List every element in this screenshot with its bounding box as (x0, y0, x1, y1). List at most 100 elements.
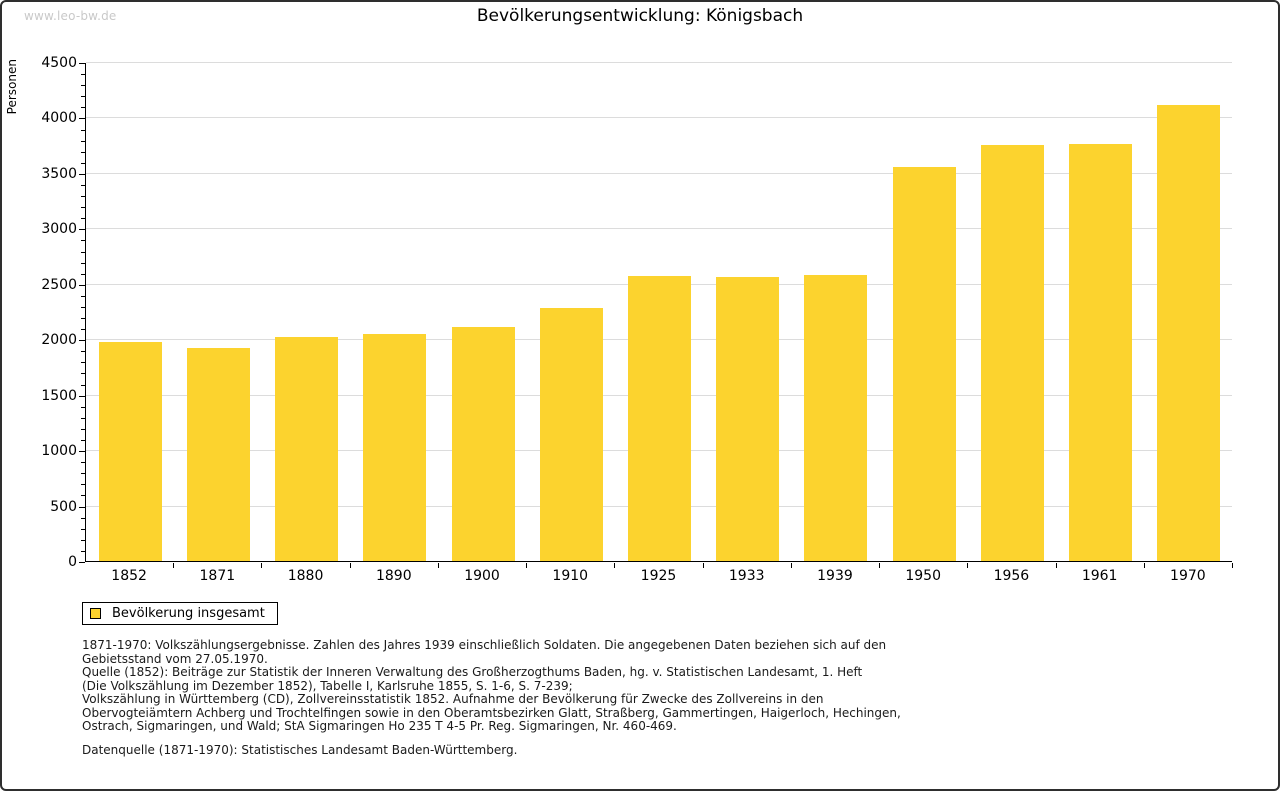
x-tick-label-1933: 1933 (728, 568, 765, 584)
x-boundary-tick (1143, 563, 1145, 568)
y-major-tick (79, 63, 85, 64)
x-boundary-tick (349, 563, 351, 568)
y-minor-tick (81, 362, 85, 364)
gridline-y-4500 (86, 62, 1232, 63)
gridline-y-4000 (86, 117, 1232, 119)
y-minor-tick (81, 196, 85, 198)
bar-1900 (451, 327, 515, 561)
note-line: 1871-1970: Volkszählungsergebnisse. Zahl… (82, 638, 887, 652)
x-boundary-tick (790, 563, 792, 568)
bar-1890 (363, 334, 427, 561)
x-boundary-tick (967, 563, 969, 568)
x-tick-label-1852: 1852 (111, 568, 147, 584)
y-minor-tick (81, 140, 85, 142)
bar-1933 (716, 277, 780, 561)
y-minor-tick (81, 96, 85, 98)
y-minor-tick (81, 473, 85, 475)
y-minor-tick (81, 495, 85, 497)
x-boundary-tick (1232, 563, 1233, 568)
x-boundary-tick (437, 563, 439, 568)
y-minor-tick (81, 539, 85, 541)
y-minor-tick (81, 406, 85, 408)
y-minor-tick (81, 517, 85, 519)
y-minor-tick (81, 384, 85, 386)
legend-label: Bevölkerung insgesamt (112, 606, 265, 621)
y-minor-tick (81, 251, 85, 253)
y-minor-tick (81, 329, 85, 331)
note-line: Volkszählung in Württemberg (CD), Zollve… (82, 692, 824, 706)
plot-area (85, 62, 1232, 562)
y-minor-tick (81, 528, 85, 530)
y-major-tick (79, 229, 85, 231)
chart-title: Bevölkerungsentwicklung: Königsbach (476, 6, 804, 26)
y-axis-title: Personen (5, 59, 19, 115)
y-minor-tick (81, 484, 85, 486)
bar-1961 (1069, 143, 1133, 561)
gridline-y-3000 (86, 228, 1232, 230)
x-tick-label-1956: 1956 (993, 568, 1030, 584)
y-minor-tick (81, 306, 85, 308)
bar-1939 (804, 274, 868, 561)
y-tick-label-500: 500 (50, 498, 77, 515)
watermark-url: www.leo-bw.de (24, 9, 117, 23)
note-line: (Die Volkszählung im Dezember 1852), Tab… (82, 678, 573, 693)
x-boundary-tick (702, 563, 704, 568)
y-minor-tick (81, 240, 85, 242)
note-line: Gebietsstand vom 27.05.1970. (82, 651, 268, 666)
y-minor-tick (81, 262, 85, 264)
y-minor-tick (81, 162, 85, 164)
y-minor-tick (81, 318, 85, 320)
y-minor-tick (81, 85, 85, 87)
y-tick-label-4500: 4500 (41, 55, 77, 71)
x-boundary-tick (173, 563, 175, 568)
y-major-tick (79, 395, 85, 397)
y-minor-tick (81, 428, 85, 430)
bar-1925 (628, 276, 691, 561)
bar-1871 (186, 348, 250, 561)
x-boundary-tick (614, 563, 616, 568)
bar-1910 (539, 307, 603, 561)
y-minor-tick (81, 107, 85, 109)
gridline-y-3500 (86, 172, 1232, 174)
y-minor-tick (81, 184, 85, 186)
bar-1956 (980, 145, 1044, 561)
x-tick-label-1910: 1910 (552, 568, 589, 584)
bar-1852 (98, 342, 162, 561)
y-tick-label-1000: 1000 (41, 443, 77, 460)
y-tick-label-2500: 2500 (41, 276, 77, 293)
y-minor-tick (81, 273, 85, 275)
datasource-line: Datenquelle (1871-1970): Statistisches L… (82, 743, 518, 757)
y-major-tick (79, 284, 85, 286)
y-major-tick (79, 506, 85, 508)
y-tick-label-0: 0 (68, 554, 77, 570)
legend-swatch-icon (90, 608, 101, 619)
y-minor-tick (81, 351, 85, 353)
x-tick-label-1925: 1925 (640, 568, 677, 584)
y-minor-tick (81, 218, 85, 220)
y-tick-label-4000: 4000 (41, 110, 77, 127)
y-major-tick (79, 118, 85, 120)
note-line: Ostrach, Sigmaringen, und Wald; StA Sigm… (82, 719, 677, 733)
y-tick-label-1500: 1500 (41, 387, 77, 404)
y-minor-tick (81, 151, 85, 153)
y-minor-tick (81, 462, 85, 464)
y-minor-tick (81, 295, 85, 297)
x-tick-label-1871: 1871 (199, 568, 236, 584)
x-boundary-tick (1055, 563, 1057, 568)
x-tick-label-1939: 1939 (817, 568, 853, 584)
x-tick-label-1900: 1900 (464, 568, 500, 584)
x-tick-label-1880: 1880 (287, 568, 324, 584)
y-minor-tick (81, 440, 85, 442)
note-line: Quelle (1852): Beiträge zur Statistik de… (82, 665, 863, 679)
x-boundary-tick (879, 563, 881, 568)
y-minor-tick (81, 207, 85, 209)
x-tick-label-1950: 1950 (905, 568, 941, 584)
legend-box: Bevölkerung insgesamt (82, 602, 278, 625)
x-tick-label-1961: 1961 (1081, 568, 1118, 584)
x-boundary-tick (261, 563, 263, 568)
y-minor-tick (81, 74, 85, 76)
y-major-tick (79, 451, 85, 453)
bar-1970 (1157, 105, 1221, 561)
y-minor-tick (81, 129, 85, 131)
